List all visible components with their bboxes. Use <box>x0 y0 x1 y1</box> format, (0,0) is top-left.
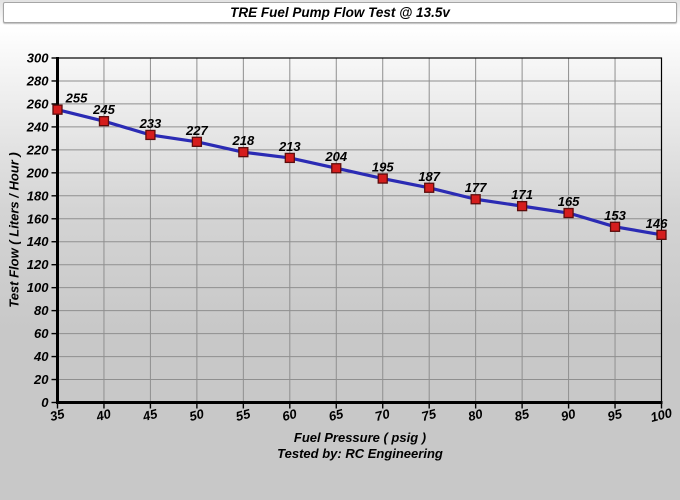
x-tick-label: 95 <box>606 406 624 424</box>
y-tick-label: 180 <box>27 188 49 203</box>
x-tick-label: 65 <box>327 406 345 424</box>
y-tick-label: 200 <box>26 165 49 180</box>
data-label: 195 <box>372 160 394 175</box>
data-label: 204 <box>324 149 347 164</box>
flow-line <box>55 108 664 237</box>
x-tick-label: 85 <box>513 406 531 424</box>
data-label: 187 <box>418 169 440 184</box>
data-point-marker <box>609 221 621 232</box>
data-label: 177 <box>465 180 487 195</box>
data-label: 146 <box>646 216 668 231</box>
y-tick-label: 100 <box>27 280 49 295</box>
data-label: 213 <box>278 139 301 154</box>
data-label: 218 <box>231 133 254 148</box>
data-label: 245 <box>92 102 115 117</box>
x-tick-label: 40 <box>94 406 113 424</box>
tested-by-label: Tested by: RC Engineering <box>277 446 443 461</box>
y-tick-label: 80 <box>34 303 49 318</box>
plot-border <box>56 57 663 404</box>
data-point-marker <box>377 173 388 184</box>
y-tick-label: 240 <box>26 119 49 134</box>
x-tick-label: 60 <box>281 406 299 424</box>
y-tick-label: 300 <box>27 51 49 66</box>
chart-title: TRE Fuel Pump Flow Test @ 13.5v <box>230 5 450 20</box>
x-tick-label: 90 <box>559 406 577 424</box>
x-tick-label: 35 <box>48 406 66 424</box>
data-point-marker <box>331 163 342 174</box>
data-label: 165 <box>558 194 580 209</box>
data-point-marker <box>52 104 63 115</box>
x-tick-label: 50 <box>188 406 206 424</box>
data-point-marker <box>145 129 156 141</box>
data-point-marker <box>284 152 295 164</box>
y-tick-label: 140 <box>27 234 49 249</box>
y-tick-label: 40 <box>33 349 49 364</box>
y-axis-title: Test Flow ( Liters / Hour ) <box>6 152 22 308</box>
x-tick-label: 55 <box>234 406 252 424</box>
x-tick-label: 70 <box>374 406 392 424</box>
y-tick-label: 160 <box>27 211 49 226</box>
chart-title-band: TRE Fuel Pump Flow Test @ 13.5v <box>3 2 677 23</box>
y-tick-label: 280 <box>26 73 49 88</box>
x-axis-title: Fuel Pressure ( psig ) <box>293 430 427 445</box>
y-tick-label: 20 <box>33 372 49 387</box>
data-label: 153 <box>604 208 626 223</box>
y-tick-label: 0 <box>41 395 49 410</box>
y-tick-label: 220 <box>26 142 49 157</box>
x-tick-label: 80 <box>466 406 484 424</box>
data-point-marker <box>424 182 435 193</box>
data-label: 227 <box>185 123 208 138</box>
x-tick-label: 100 <box>649 405 674 425</box>
data-label: 171 <box>511 187 533 202</box>
data-label: 233 <box>139 116 162 131</box>
data-label: 255 <box>65 91 88 106</box>
x-tick-label: 45 <box>140 406 159 424</box>
x-tick-label: 75 <box>420 406 438 424</box>
data-point-marker <box>238 147 249 158</box>
data-point-marker <box>191 136 203 147</box>
data-point-marker <box>563 207 574 219</box>
data-point-marker <box>470 194 481 205</box>
y-tick-label: 260 <box>26 96 49 111</box>
y-tick-label: 60 <box>34 326 49 341</box>
data-point-marker <box>98 116 110 127</box>
y-tick-label: 120 <box>27 257 49 272</box>
data-point-marker <box>656 229 667 240</box>
data-point-marker <box>516 200 528 212</box>
